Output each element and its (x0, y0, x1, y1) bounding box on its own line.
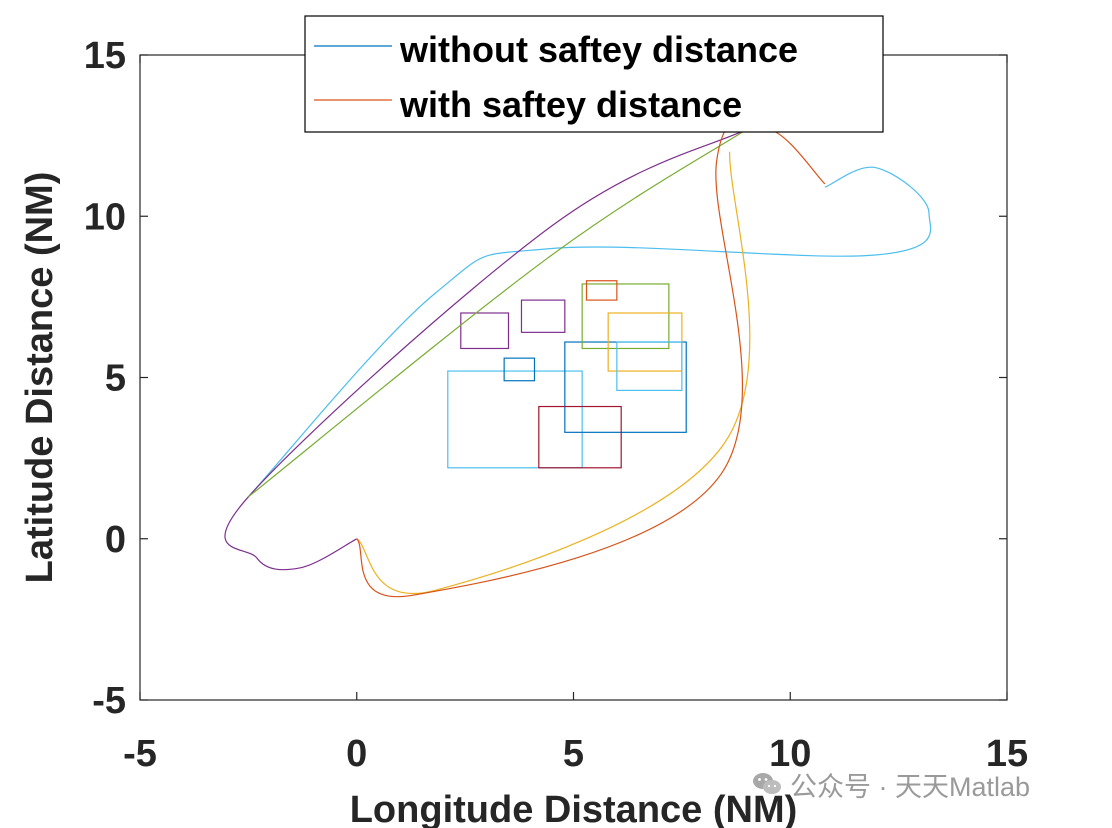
x-tick-label-2: 5 (563, 733, 584, 775)
obstacle-rect-8 (616, 341, 683, 391)
obstacle-rect-1 (503, 357, 536, 382)
obstacle-rect-3 (520, 299, 566, 333)
watermark: 公众号 · 天天Matlab (752, 766, 1030, 802)
obstacle-rect-5 (581, 283, 670, 350)
y-tick-label-2: 5 (105, 358, 126, 400)
legend-box (304, 15, 884, 133)
x-tick-label-4: 15 (986, 733, 1028, 775)
trajectory-line-0 (247, 166, 932, 498)
watermark-text: 公众号 · 天天Matlab (790, 771, 1031, 802)
y-tick-label-1: 0 (105, 519, 126, 561)
obstacle-rect-6 (585, 280, 618, 301)
y-tick-label-4: 15 (84, 35, 126, 77)
plot-marks (224, 119, 932, 598)
trajectory-line-2 (248, 128, 748, 498)
axis-ticks: -5 0 5 10 15 -5 0 5 10 15 (84, 35, 1028, 775)
obstacle-rect-2 (460, 312, 510, 350)
obstacle-rect-0 (447, 370, 583, 469)
legend: without saftey distance with saftey dist… (304, 15, 884, 133)
legend-entry-with-safety: with saftey distance (399, 84, 742, 125)
x-axis-label: Longitude Distance (NM) (350, 789, 798, 828)
x-tick-label-3: 10 (769, 733, 811, 775)
obstacle-rect-9 (538, 405, 622, 469)
trajectory-line-3 (356, 151, 751, 595)
wechat-icon (753, 773, 781, 794)
x-tick-label-0: -5 (123, 733, 157, 775)
trajectory-line-1 (224, 128, 748, 571)
x-tick-label-1: 0 (346, 733, 367, 775)
y-tick-label-3: 10 (84, 196, 126, 238)
legend-entry-without-safety: without saftey distance (399, 29, 798, 70)
y-tick-label-0: -5 (92, 680, 126, 722)
y-axis-label: Latitude Distance (NM) (19, 172, 61, 584)
